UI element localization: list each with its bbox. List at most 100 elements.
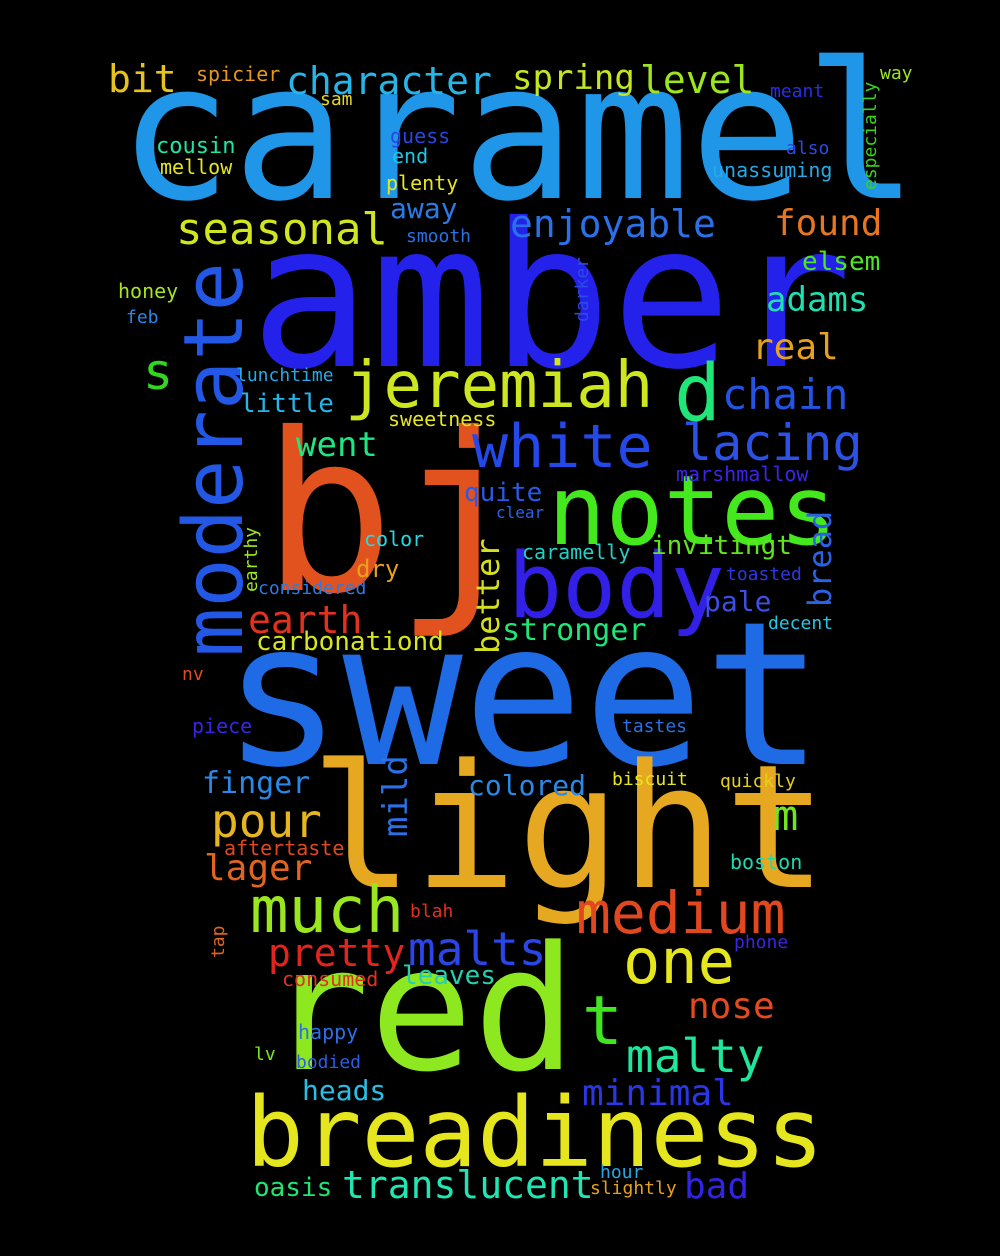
word-also: also: [786, 138, 830, 159]
word-colored: colored: [468, 769, 587, 802]
word-malts: malts: [408, 922, 547, 976]
word-feb: feb: [126, 307, 159, 328]
word-level: level: [640, 58, 755, 102]
word-heads: heads: [302, 1074, 387, 1107]
word-darker: darker: [572, 256, 593, 322]
word-phone: phone: [734, 932, 789, 953]
word-invitingt: invitingt: [651, 531, 792, 561]
word-happy: happy: [298, 1020, 359, 1044]
word-consumed: consumed: [282, 967, 379, 991]
word-marshmallow: marshmallow: [676, 462, 809, 486]
word-dry: dry: [356, 555, 400, 583]
word-color: color: [364, 527, 425, 551]
word-tap: tap: [208, 925, 229, 958]
word-especially: especially: [860, 81, 881, 190]
word-d: d: [674, 349, 721, 439]
word-white: white: [472, 412, 653, 482]
word-seasonal: seasonal: [176, 204, 388, 255]
word-little: little: [240, 389, 334, 419]
word-s: s: [143, 343, 174, 401]
word-bj: bj: [262, 386, 527, 642]
word-minimal: minimal: [582, 1073, 734, 1114]
word-sweet: sweet: [222, 579, 825, 812]
word-earthy: earthy: [241, 526, 262, 592]
word-elsem: elsem: [802, 247, 881, 277]
word-boston: boston: [730, 850, 803, 874]
word-unassuming: unassuming: [712, 158, 833, 182]
word-m: m: [773, 791, 799, 840]
word-bit: bit: [108, 57, 177, 101]
word-honey: honey: [118, 279, 179, 303]
word-lager: lager: [204, 848, 313, 889]
word-leaves: leaves: [402, 961, 496, 991]
word-bread: bread: [801, 510, 839, 607]
word-real: real: [752, 327, 839, 368]
word-jeremiah: jeremiah: [345, 349, 654, 423]
word-slightly: slightly: [590, 1178, 677, 1199]
word-hour: hour: [600, 1162, 644, 1183]
word-blah: blah: [410, 901, 454, 922]
word-pale: pale: [704, 585, 772, 618]
word-breadiness: breadiness: [246, 1077, 824, 1189]
word-oasis: oasis: [254, 1173, 333, 1203]
word-lacing: lacing: [682, 414, 863, 472]
word-nv: nv: [182, 664, 204, 685]
word-tastes: tastes: [622, 716, 688, 737]
word-found: found: [774, 203, 883, 244]
word-piece: piece: [192, 714, 253, 738]
word-translucent: translucent: [342, 1163, 594, 1207]
word-amber: amber: [250, 181, 853, 414]
word-away: away: [390, 192, 458, 225]
word-light: light: [310, 727, 828, 928]
word-plenty: plenty: [386, 171, 459, 195]
word-way: way: [880, 63, 913, 84]
word-meant: meant: [770, 81, 825, 102]
word-moderate: moderate: [167, 262, 262, 657]
word-quickly: quickly: [720, 771, 796, 792]
word-enjoyable: enjoyable: [510, 202, 716, 246]
word-adams: adams: [766, 280, 869, 320]
word-nose: nose: [688, 986, 775, 1027]
word-end: end: [392, 144, 429, 168]
word-body: body: [508, 534, 725, 639]
word-caramelly: caramelly: [522, 540, 631, 564]
word-went: went: [296, 425, 378, 465]
word-pour: pour: [211, 794, 322, 848]
word-sweetness: sweetness: [388, 407, 497, 431]
word-one: one: [623, 925, 735, 998]
word-better: better: [469, 538, 507, 654]
word-mild: mild: [376, 755, 416, 837]
word-bad: bad: [684, 1166, 750, 1207]
word-biscuit: biscuit: [612, 769, 688, 790]
word-notes: notes: [548, 455, 837, 567]
word-mellow: mellow: [160, 155, 233, 179]
word-earth: earth: [248, 598, 363, 642]
word-pretty: pretty: [268, 931, 406, 975]
word-quite: quite: [464, 478, 543, 508]
word-lunchtime: lunchtime: [236, 365, 334, 386]
word-decent: decent: [768, 613, 834, 634]
word-guess: guess: [390, 124, 451, 148]
word-finger: finger: [202, 766, 311, 801]
word-malty: malty: [626, 1029, 765, 1083]
word-chain: chain: [722, 370, 849, 419]
word-medium: medium: [576, 879, 786, 947]
word-considered: considered: [258, 578, 367, 599]
word-toasted: toasted: [726, 564, 802, 585]
word-stronger: stronger: [502, 613, 647, 648]
word-smooth: smooth: [406, 226, 472, 247]
word-carbonationd: carbonationd: [256, 627, 444, 657]
word-spicier: spicier: [196, 62, 281, 86]
word-spring: spring: [512, 58, 635, 98]
word-bodied: bodied: [296, 1052, 362, 1073]
word-red: red: [266, 909, 577, 1110]
word-much: much: [250, 874, 405, 948]
word-lv: lv: [254, 1044, 276, 1065]
word-aftertaste: aftertaste: [224, 836, 345, 860]
word-cousin: cousin: [156, 134, 236, 159]
word-clear: clear: [496, 503, 545, 522]
word-t: t: [582, 982, 623, 1061]
word-character: character: [286, 59, 492, 103]
word-caramel: caramel: [118, 22, 919, 243]
